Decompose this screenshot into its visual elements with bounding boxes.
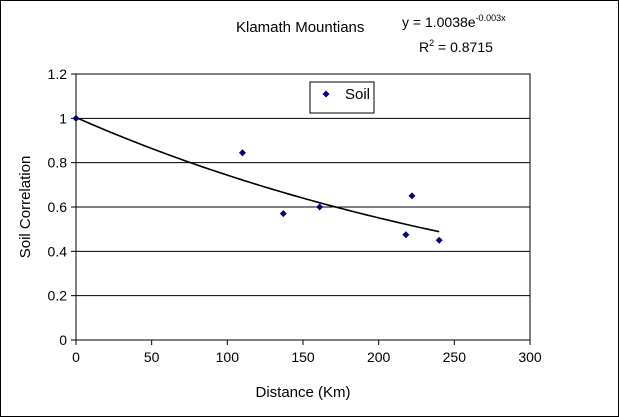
data-point — [402, 231, 410, 239]
y-axis-label: Soil Correlation — [17, 156, 34, 259]
x-tick-label: 50 — [144, 349, 160, 365]
x-tick-label: 250 — [443, 349, 467, 365]
r-squared-sup: 2 — [429, 38, 434, 48]
legend-box — [309, 81, 375, 114]
y-tick-label: 0 — [59, 332, 67, 348]
legend-marker — [322, 90, 330, 98]
y-tick-label: 0.8 — [48, 155, 68, 171]
r-squared-value: = 0.8715 — [434, 39, 493, 55]
y-tick-label: 0.4 — [48, 243, 68, 259]
chart-title: Klamath Mountians — [236, 19, 364, 36]
data-point — [238, 149, 246, 157]
data-point — [435, 236, 443, 244]
x-tick-label: 0 — [72, 349, 80, 365]
data-point — [279, 210, 287, 218]
trendline-equation: y = 1.0038e-0.003x — [402, 13, 506, 30]
point-layer — [72, 114, 443, 244]
data-point — [316, 203, 324, 211]
r-squared: R2 = 0.8715 — [419, 38, 493, 55]
r-squared-label: R — [419, 39, 429, 55]
x-tick-label: 150 — [291, 349, 315, 365]
y-tick-label: 0.2 — [48, 288, 68, 304]
x-axis-label: Distance (Km) — [255, 384, 350, 401]
y-tick-label: 1.2 — [48, 66, 68, 82]
x-tick-label: 200 — [367, 349, 391, 365]
tick-layer: 0 0.2 0.4 0.6 0.8 1 1.2 0 50 100 150 200 250 300 — [48, 66, 542, 365]
equation-exponent: -0.003x — [476, 13, 507, 23]
trendline — [75, 116, 440, 233]
equation-base: y = 1.0038e — [402, 14, 476, 30]
data-point — [72, 114, 80, 122]
x-tick-label: 300 — [518, 349, 542, 365]
legend-label: Soil — [345, 86, 370, 103]
y-tick-label: 1 — [59, 110, 67, 126]
data-point — [408, 192, 416, 200]
x-tick-label: 100 — [216, 349, 240, 365]
trend-layer — [75, 116, 440, 233]
grid-layer — [76, 117, 530, 297]
legend: Soil — [309, 81, 375, 114]
y-tick-label: 0.6 — [48, 199, 68, 215]
